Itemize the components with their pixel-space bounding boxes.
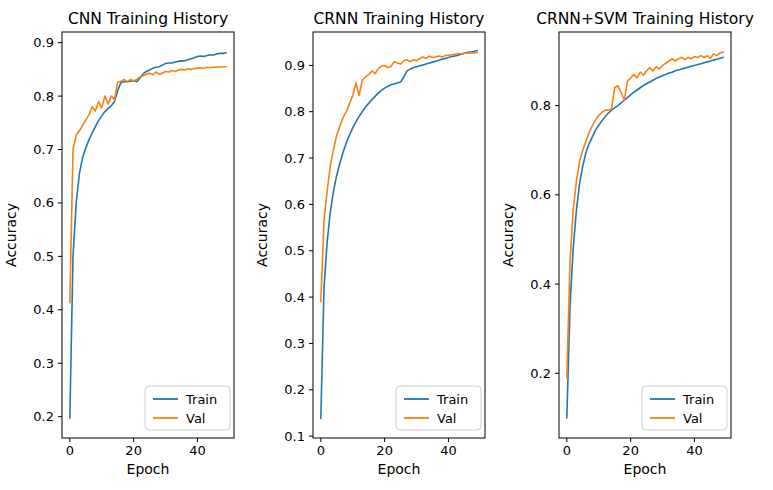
- x-tick-label: 0: [66, 443, 74, 458]
- val-legend-label: Val: [683, 411, 702, 426]
- axes-frame: [62, 32, 234, 438]
- y-tick-label: 0.3: [284, 336, 305, 351]
- cnn-plot-canvas: CNN Training History Accuracy Epoch 0.2 0.3 0…: [0, 0, 245, 490]
- y-tick-label: 0.4: [284, 290, 305, 305]
- y-tick-label: 0.3: [33, 356, 54, 371]
- y-tick-label: 0.7: [33, 142, 54, 157]
- x-tick-label: 20: [376, 443, 393, 458]
- crnn-plot-canvas: CRNN Training History Accuracy Epoch 0.1 0.2…: [251, 0, 496, 490]
- val-legend-label: Val: [186, 411, 205, 426]
- train-line: [321, 51, 477, 419]
- y-tick-label: 0.4: [33, 302, 54, 317]
- y-tick-label: 0.9: [284, 58, 305, 73]
- y-tick-label: 0.6: [33, 195, 54, 210]
- chart-title: CNN Training History: [68, 10, 228, 28]
- val-line: [321, 52, 477, 301]
- train-legend-label: Train: [185, 392, 217, 407]
- y-tick-label: 0.4: [530, 277, 551, 292]
- legend: Train Val: [396, 386, 481, 430]
- val-legend-label: Val: [437, 411, 456, 426]
- y-tick-label: 0.8: [284, 104, 305, 119]
- train-legend-label: Train: [682, 392, 714, 407]
- x-tick-label: 40: [189, 443, 206, 458]
- y-tick-label: 0.1: [284, 429, 305, 444]
- x-axis-label: Epoch: [127, 461, 170, 477]
- chart-title: CRNN Training History: [314, 10, 485, 28]
- axes-frame: [559, 32, 731, 438]
- y-tick-label: 0.8: [530, 98, 551, 113]
- y-tick-label: 0.6: [530, 187, 551, 202]
- subplot-cnn: CNN Training History Accuracy Epoch 0.2 0.3 0…: [0, 0, 245, 490]
- val-line: [567, 52, 723, 378]
- x-axis-label: Epoch: [378, 461, 421, 477]
- training-history-figure: CNN Training History Accuracy Epoch 0.2 0.3 0…: [0, 0, 773, 490]
- y-tick-label: 0.7: [284, 151, 305, 166]
- val-line: [70, 67, 226, 303]
- y-tick-label: 0.8: [33, 89, 54, 104]
- train-legend-label: Train: [436, 392, 468, 407]
- y-tick-label: 0.5: [284, 243, 305, 258]
- x-tick-label: 20: [622, 443, 639, 458]
- y-axis-label: Accuracy: [3, 203, 19, 267]
- y-axis-label: Accuracy: [254, 203, 270, 267]
- x-tick-label: 20: [125, 443, 142, 458]
- subplot-crnn-svm: CRNN+SVM Training HistoryAccuracyEpoch0.…: [497, 0, 742, 490]
- y-axis-label: Accuracy: [500, 203, 516, 267]
- x-tick-label: 40: [440, 443, 457, 458]
- y-tick-label: 0.2: [530, 366, 551, 381]
- y-tick-label: 0.9: [33, 35, 54, 50]
- y-tick-label: 0.2: [284, 382, 305, 397]
- x-tick-label: 0: [317, 443, 325, 458]
- legend: Train Val: [642, 386, 727, 430]
- x-tick-label: 0: [563, 443, 571, 458]
- train-line: [567, 57, 723, 417]
- chart-title: CRNN+SVM Training History: [536, 10, 754, 28]
- axes-frame: [313, 32, 485, 438]
- x-tick-label: 40: [686, 443, 703, 458]
- x-axis-label: Epoch: [624, 461, 667, 477]
- y-tick-label: 0.2: [33, 409, 54, 424]
- crnn-svm-plot-canvas: CRNN+SVM Training HistoryAccuracyEpoch0.…: [497, 0, 742, 490]
- subplot-crnn: CRNN Training History Accuracy Epoch 0.1 0.2…: [251, 0, 496, 490]
- y-tick-label: 0.6: [284, 197, 305, 212]
- y-tick-label: 0.5: [33, 249, 54, 264]
- legend: Train Val: [145, 386, 230, 430]
